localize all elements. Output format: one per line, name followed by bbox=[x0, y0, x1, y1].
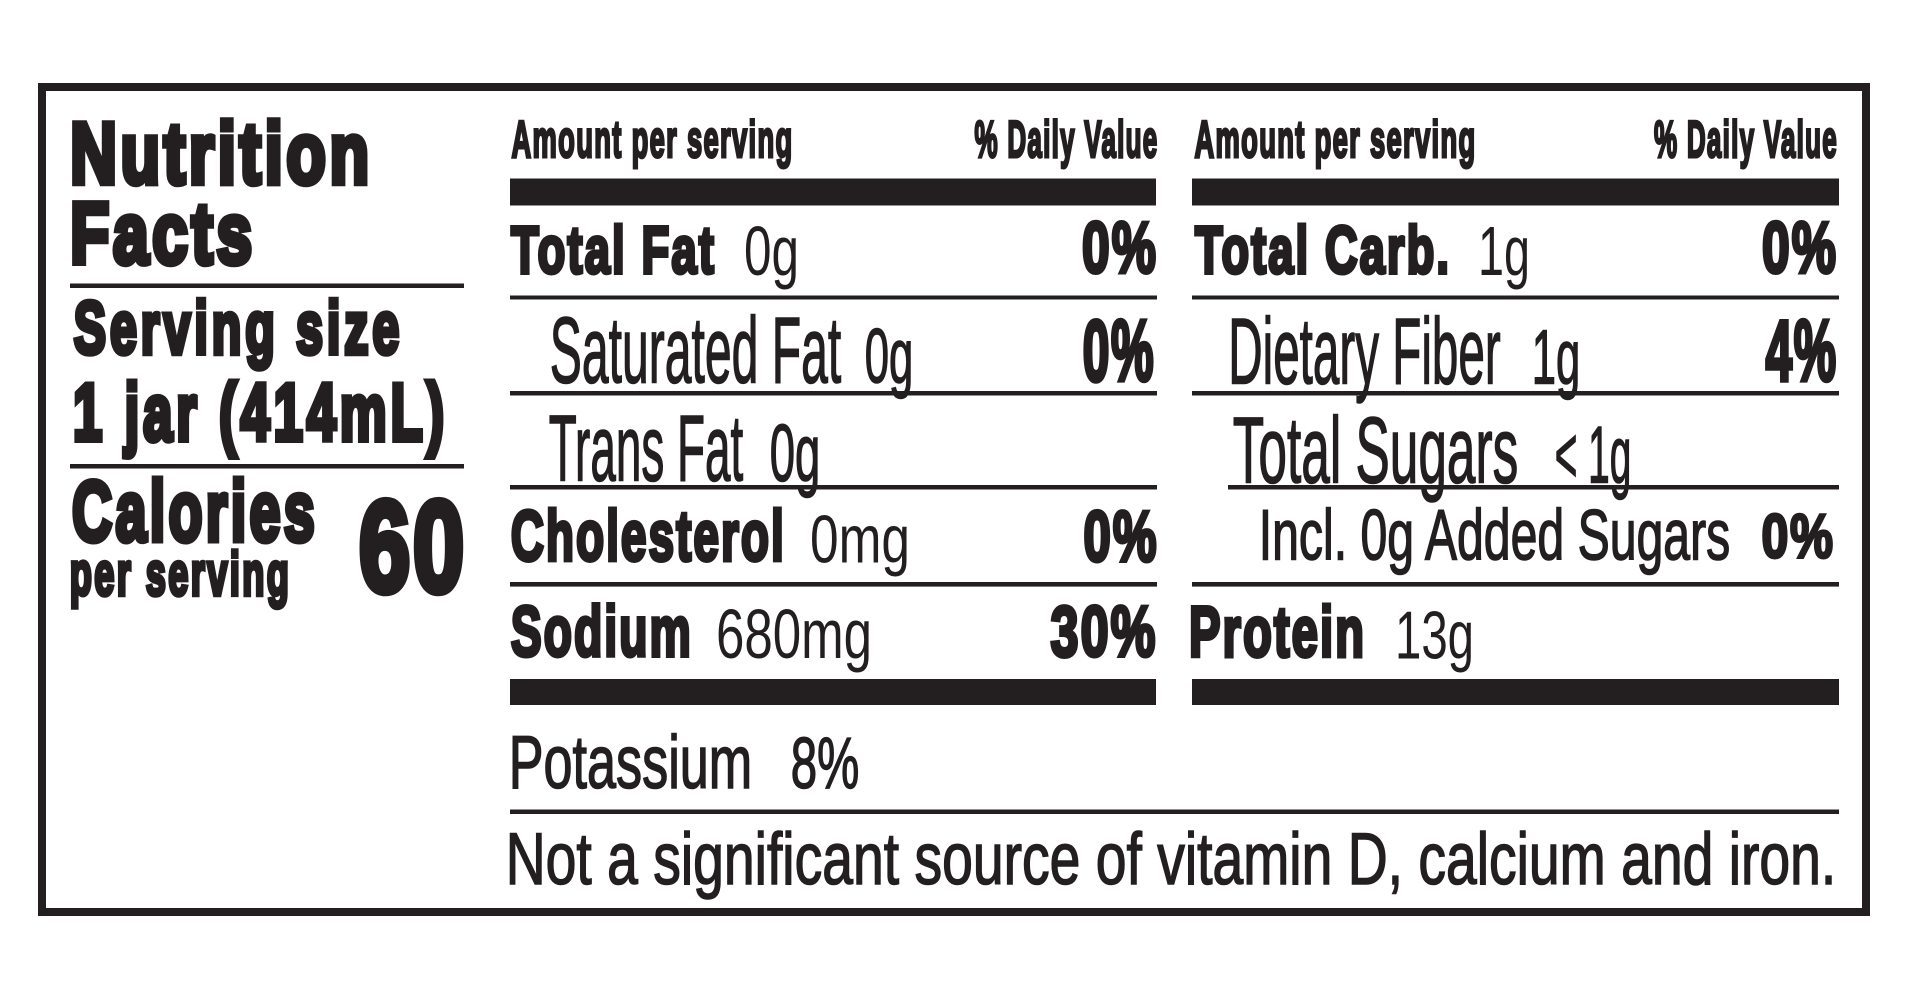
svg-text:Cholesterol: Cholesterol bbox=[511, 496, 786, 576]
svg-text:0%: 0% bbox=[1082, 209, 1158, 289]
svg-text:Potassium: Potassium bbox=[509, 720, 753, 804]
svg-text:4%: 4% bbox=[1766, 303, 1838, 399]
svg-text:Facts: Facts bbox=[70, 186, 256, 282]
svg-text:Total Carb.: Total Carb. bbox=[1195, 213, 1451, 288]
svg-text:0g: 0g bbox=[770, 408, 821, 498]
svg-text:8%: 8% bbox=[791, 723, 860, 804]
svg-text:60: 60 bbox=[359, 475, 467, 619]
svg-text:13g: 13g bbox=[1395, 598, 1474, 674]
svg-text:0mg: 0mg bbox=[810, 502, 910, 577]
svg-text:< 1g: < 1g bbox=[1555, 410, 1632, 500]
svg-text:Total Sugars: Total Sugars bbox=[1233, 397, 1519, 502]
svg-text:Nutrition: Nutrition bbox=[70, 106, 373, 202]
svg-text:Not a significant source of vi: Not a significant source of vitamin D, c… bbox=[506, 817, 1837, 900]
svg-text:0g: 0g bbox=[865, 313, 914, 399]
svg-text:Saturated Fat: Saturated Fat bbox=[550, 297, 842, 402]
svg-text:0%: 0% bbox=[1762, 502, 1835, 572]
svg-text:Amount per serving: Amount per serving bbox=[512, 110, 794, 168]
svg-text:Dietary Fiber: Dietary Fiber bbox=[1228, 298, 1501, 403]
svg-text:per serving: per serving bbox=[70, 540, 292, 608]
svg-text:0%: 0% bbox=[1084, 497, 1159, 577]
svg-text:1g: 1g bbox=[1532, 314, 1581, 400]
svg-text:0%: 0% bbox=[1083, 303, 1156, 399]
svg-text:0g: 0g bbox=[744, 212, 799, 290]
svg-text:Trans Fat: Trans Fat bbox=[549, 395, 744, 500]
svg-text:Incl. 0g Added Sugars: Incl. 0g Added Sugars bbox=[1259, 497, 1731, 576]
svg-text:% Daily Value: % Daily Value bbox=[975, 110, 1159, 168]
svg-text:Total Fat: Total Fat bbox=[511, 213, 716, 288]
svg-text:30%: 30% bbox=[1051, 592, 1158, 672]
svg-text:Calories: Calories bbox=[72, 465, 318, 560]
svg-text:Sodium: Sodium bbox=[511, 592, 693, 672]
svg-text:1 jar (414mL): 1 jar (414mL) bbox=[73, 368, 448, 458]
svg-text:1g: 1g bbox=[1478, 212, 1530, 290]
svg-text:Serving size: Serving size bbox=[74, 286, 404, 369]
svg-text:% Daily Value: % Daily Value bbox=[1654, 110, 1838, 168]
svg-text:680mg: 680mg bbox=[716, 595, 872, 673]
svg-text:Protein: Protein bbox=[1189, 594, 1366, 673]
svg-text:0%: 0% bbox=[1762, 209, 1838, 289]
svg-text:Amount per serving: Amount per serving bbox=[1195, 110, 1477, 168]
